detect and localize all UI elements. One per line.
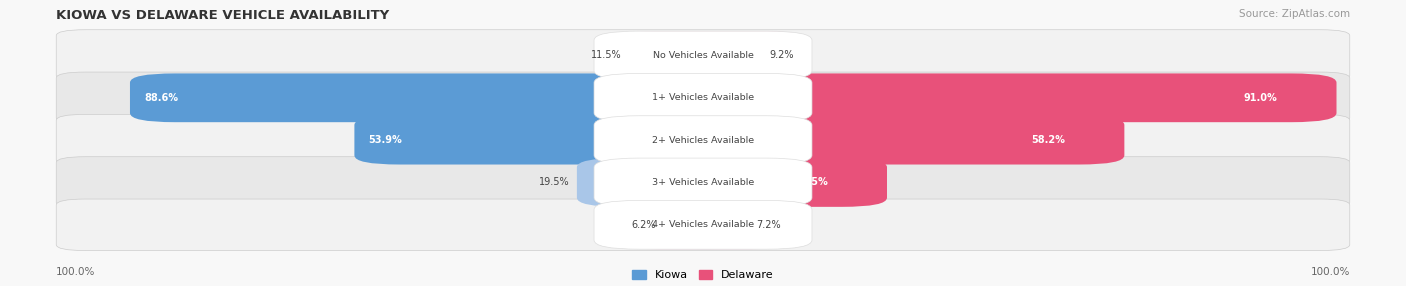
FancyBboxPatch shape (593, 200, 813, 249)
FancyBboxPatch shape (593, 31, 813, 80)
FancyBboxPatch shape (56, 72, 1350, 124)
Text: 6.2%: 6.2% (631, 220, 655, 230)
Text: 21.5%: 21.5% (794, 178, 828, 187)
FancyBboxPatch shape (613, 74, 1337, 122)
FancyBboxPatch shape (628, 31, 748, 80)
Text: 9.2%: 9.2% (769, 51, 794, 60)
FancyBboxPatch shape (354, 116, 748, 164)
Text: 2+ Vehicles Available: 2+ Vehicles Available (652, 136, 754, 145)
Text: 7.2%: 7.2% (756, 220, 782, 230)
FancyBboxPatch shape (662, 200, 748, 249)
FancyBboxPatch shape (593, 74, 813, 122)
FancyBboxPatch shape (56, 199, 1350, 251)
FancyBboxPatch shape (576, 158, 748, 207)
Text: 100.0%: 100.0% (56, 267, 96, 277)
Text: 19.5%: 19.5% (540, 178, 569, 187)
Text: 100.0%: 100.0% (1310, 267, 1350, 277)
Text: 1+ Vehicles Available: 1+ Vehicles Available (652, 93, 754, 102)
Text: 3+ Vehicles Available: 3+ Vehicles Available (652, 178, 754, 187)
FancyBboxPatch shape (613, 158, 887, 207)
FancyBboxPatch shape (613, 200, 794, 249)
Text: 58.2%: 58.2% (1032, 135, 1066, 145)
FancyBboxPatch shape (613, 31, 807, 80)
FancyBboxPatch shape (56, 157, 1350, 208)
Legend: Kiowa, Delaware: Kiowa, Delaware (633, 270, 773, 281)
FancyBboxPatch shape (129, 74, 748, 122)
FancyBboxPatch shape (593, 116, 813, 164)
Text: 88.6%: 88.6% (143, 93, 179, 103)
FancyBboxPatch shape (613, 116, 1125, 164)
Text: 4+ Vehicles Available: 4+ Vehicles Available (652, 220, 754, 229)
Text: 11.5%: 11.5% (591, 51, 621, 60)
Text: 53.9%: 53.9% (368, 135, 402, 145)
Text: 91.0%: 91.0% (1244, 93, 1278, 103)
FancyBboxPatch shape (56, 30, 1350, 81)
FancyBboxPatch shape (593, 158, 813, 207)
Text: KIOWA VS DELAWARE VEHICLE AVAILABILITY: KIOWA VS DELAWARE VEHICLE AVAILABILITY (56, 9, 389, 21)
Text: No Vehicles Available: No Vehicles Available (652, 51, 754, 60)
Text: Source: ZipAtlas.com: Source: ZipAtlas.com (1239, 9, 1350, 19)
FancyBboxPatch shape (56, 114, 1350, 166)
